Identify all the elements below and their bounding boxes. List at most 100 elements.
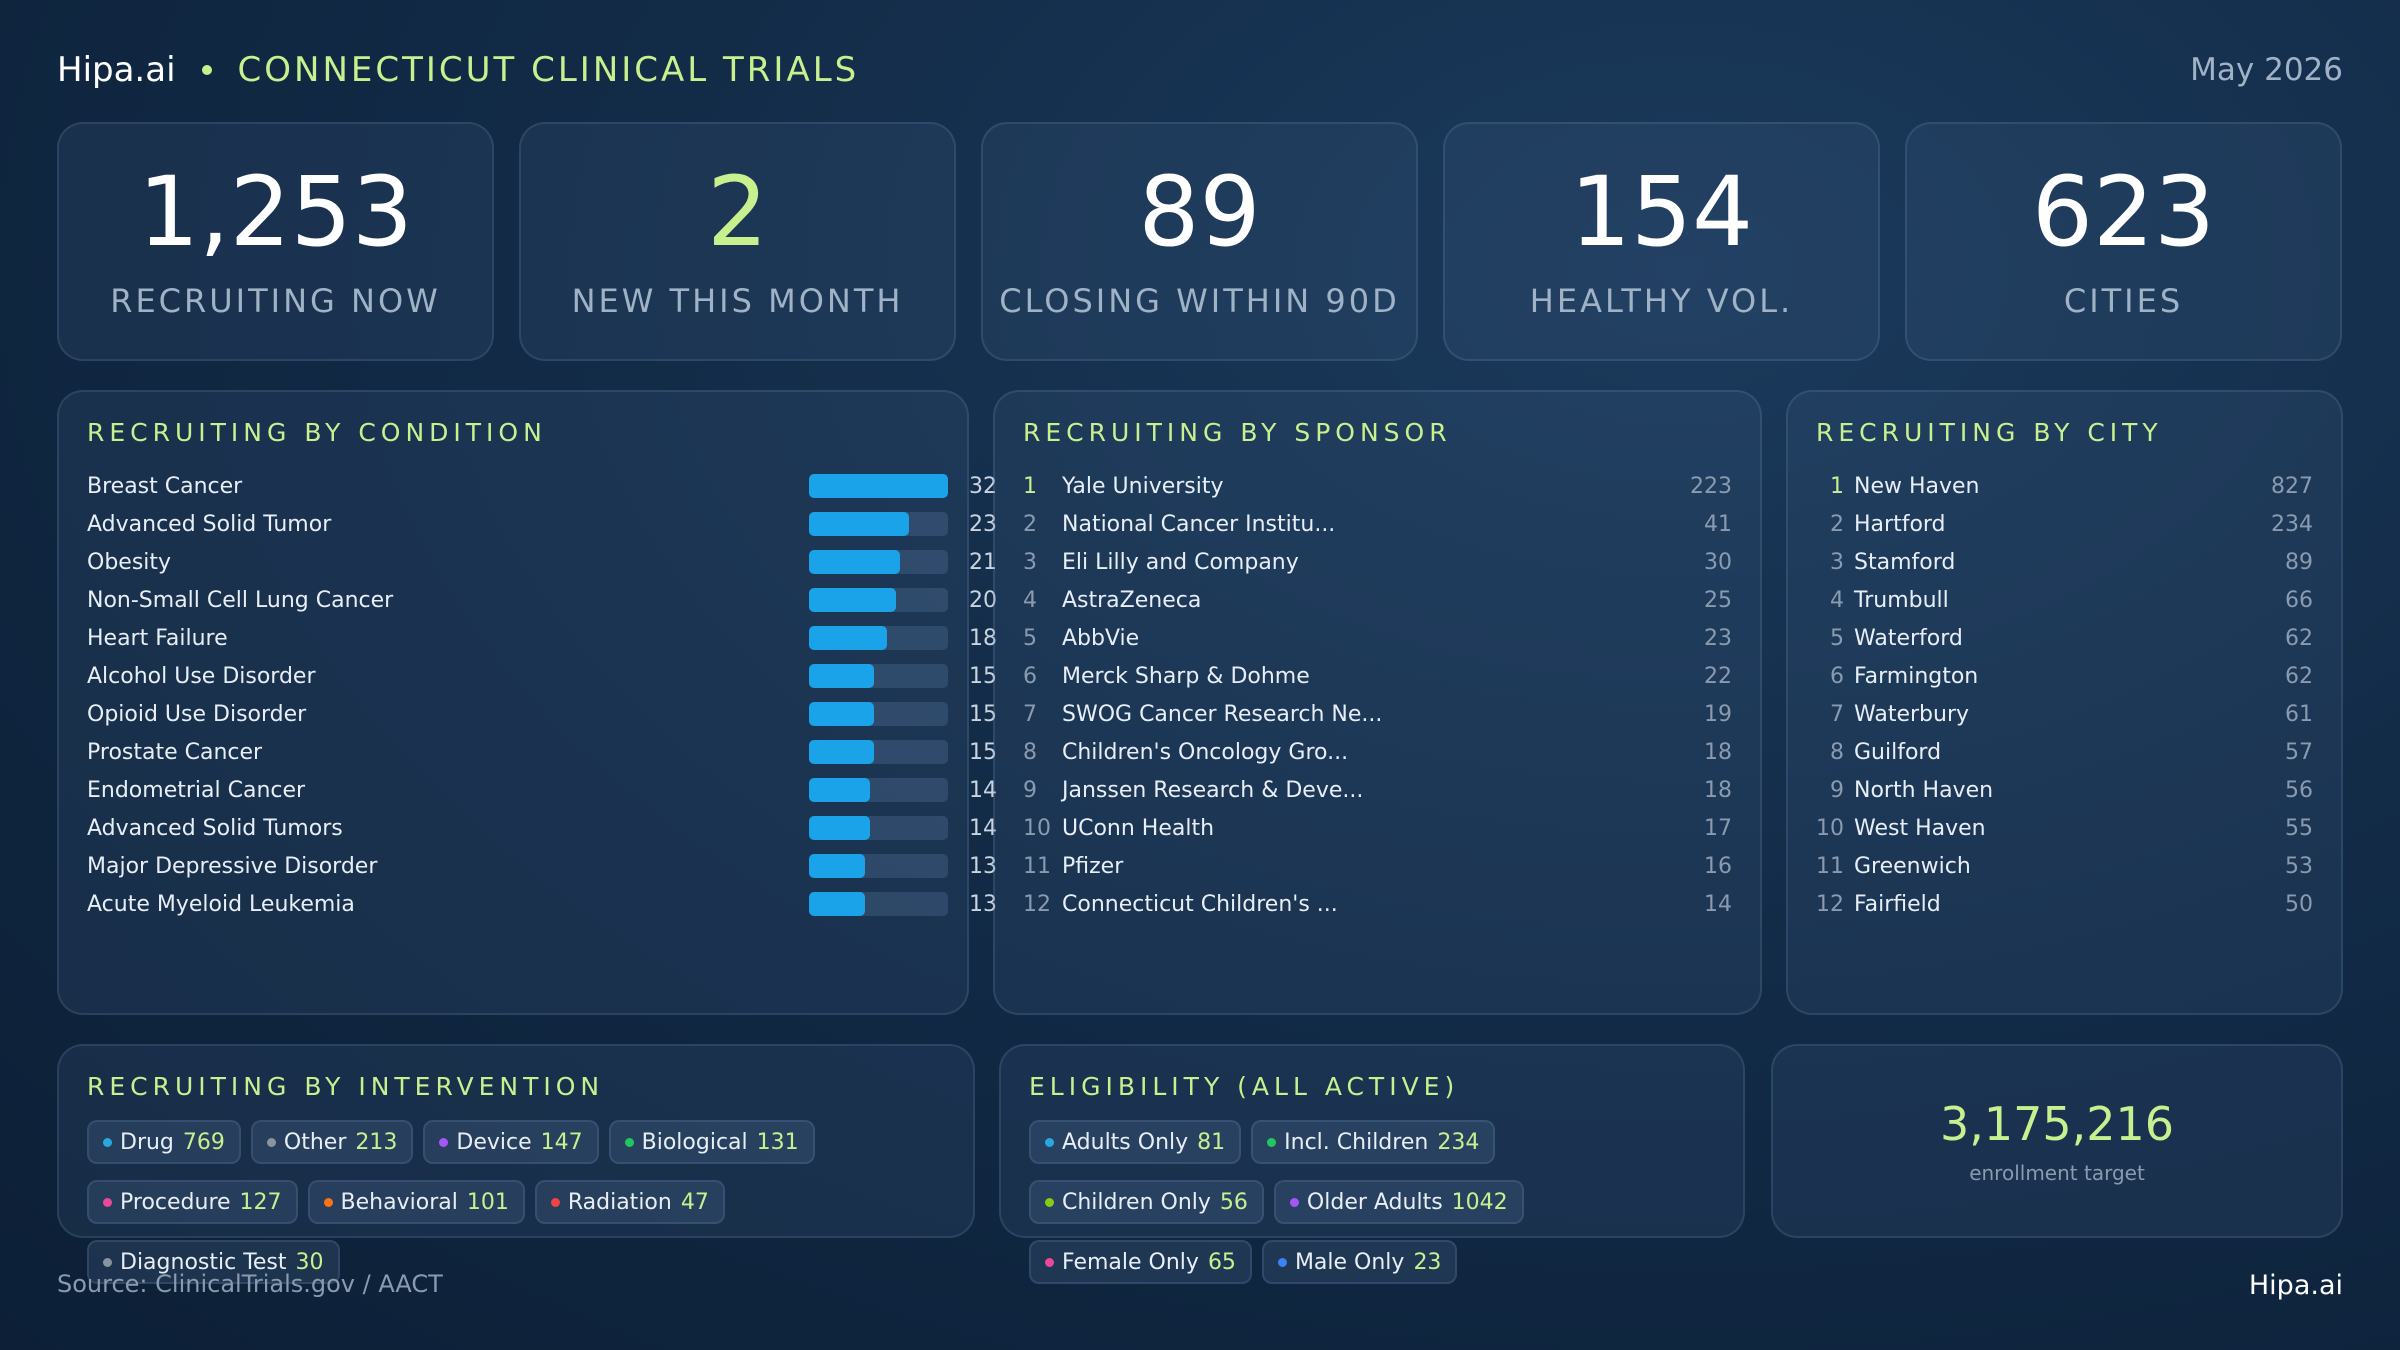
row-value: 56 [2285, 777, 2313, 803]
condition-name: Endometrial Cancer [87, 777, 306, 803]
row-name: AbbVie [1062, 625, 1140, 651]
row-value: 62 [2285, 663, 2313, 689]
chip-dot [1267, 1137, 1277, 1147]
chip: Male Only 23 [1261, 1240, 1458, 1284]
row-value: 22 [1704, 663, 1732, 689]
kpi-card: 2 NEW THIS MONTH [519, 122, 956, 361]
intervention-panel: RECRUITING BY INTERVENTION Drug 769 Other 2… [57, 1044, 975, 1284]
condition-row: Breast Cancer 32 [87, 467, 997, 505]
row-name: SWOG Cancer Research Ne... [1062, 701, 1383, 727]
condition-name: Acute Myeloid Leukemia [87, 891, 355, 917]
chip-dot [550, 1197, 560, 1207]
ranked-row: 12 Connecticut Children's ... 14 [1023, 885, 1732, 923]
row-name: Guilford [1854, 739, 1942, 765]
kpi-label: RECRUITING NOW [110, 281, 441, 320]
panel-title: RECRUITING BY CITY [1816, 418, 2163, 447]
row-name: Greenwich [1854, 853, 1971, 879]
ranked-row: 3 Eli Lilly and Company 30 [1023, 543, 1732, 581]
row-value: 14 [1704, 891, 1732, 917]
chip-name: Biological [641, 1129, 748, 1155]
chip-list: Drug 769 Other 213 Device 147 Biological 131 Pro… [87, 1120, 953, 1284]
condition-name: Non-Small Cell Lung Cancer [87, 587, 394, 613]
row-name: AstraZeneca [1062, 587, 1202, 613]
condition-row: Obesity 21 [87, 543, 997, 581]
condition-value: 23 [969, 511, 997, 537]
ranked-row: 12 Fairfield 50 [1816, 885, 2313, 923]
rank: 5 [1023, 625, 1037, 651]
chip-name: Older Adults [1306, 1189, 1443, 1215]
bar-track [809, 702, 948, 726]
chip-name: Female Only [1062, 1249, 1199, 1275]
bar [809, 588, 896, 612]
kpi-value: 623 [2031, 155, 2216, 268]
chip-dot [103, 1257, 112, 1267]
row-name: Fairfield [1854, 891, 1941, 917]
kpi-value: 2 [706, 155, 769, 268]
row-value: 16 [1704, 853, 1732, 879]
row-name: North Haven [1854, 777, 1994, 803]
kpi-label: HEALTHY VOL. [1529, 281, 1794, 320]
chip-value: 127 [239, 1189, 282, 1215]
kpi-label: NEW THIS MONTH [571, 281, 904, 320]
condition-row: Opioid Use Disorder 15 [87, 695, 997, 733]
brand: Hipa.ai [57, 50, 176, 90]
row-name: Waterbury [1854, 701, 1970, 727]
row-name: Janssen Research & Deve... [1062, 777, 1364, 803]
bar [809, 664, 875, 688]
chip: Drug 769 [87, 1120, 241, 1164]
condition-row: Advanced Solid Tumors 14 [87, 809, 997, 847]
condition-value: 13 [969, 891, 997, 917]
rank: 4 [1830, 587, 1844, 613]
separator-dot [201, 65, 212, 75]
row-value: 57 [2285, 739, 2313, 765]
chip-value: 131 [756, 1129, 799, 1155]
chip-dot [323, 1197, 333, 1207]
rank: 6 [1023, 663, 1037, 689]
chip-dot [1045, 1197, 1054, 1207]
chip-value: 147 [540, 1129, 583, 1155]
rank: 7 [1023, 701, 1037, 727]
ranked-row: 9 Janssen Research & Deve... 18 [1023, 771, 1732, 809]
condition-row: Advanced Solid Tumor 23 [87, 505, 997, 543]
eligibility-panel: ELIGIBILITY (ALL ACTIVE) Adults Only 81 In… [999, 1044, 1745, 1284]
condition-name: Advanced Solid Tumor [87, 511, 332, 537]
chip-value: 30 [295, 1249, 324, 1275]
ranked-row: 2 National Cancer Institu... 41 [1023, 505, 1732, 543]
chip-name: Adults Only [1062, 1129, 1189, 1155]
row-name: Waterford [1854, 625, 1963, 651]
row-value: 30 [1704, 549, 1732, 575]
bar-track [809, 550, 948, 574]
row-name: West Haven [1854, 815, 1986, 841]
chip-value: 65 [1207, 1249, 1236, 1275]
bar-track [809, 588, 948, 612]
bar-track [809, 474, 948, 498]
page-title: CONNECTICUT CLINICAL TRIALS [237, 50, 860, 90]
row-name: Trumbull [1854, 587, 1949, 613]
chip-value: 1042 [1451, 1189, 1508, 1215]
kpi-value: 89 [1138, 155, 1261, 268]
bar [809, 474, 948, 498]
chip-name: Male Only [1294, 1249, 1405, 1275]
condition-value: 21 [969, 549, 997, 575]
row-value: 62 [2285, 625, 2313, 651]
row-value: 18 [1704, 739, 1732, 765]
chip-dot [103, 1137, 112, 1147]
kpi-card: 623 CITIES [1905, 122, 2342, 361]
row-value: 223 [1690, 473, 1732, 499]
bar-track [809, 892, 948, 916]
row-name: Yale University [1062, 473, 1224, 499]
bar-track [809, 664, 948, 688]
condition-value: 32 [969, 473, 997, 499]
source: Source: ClinicalTrials.gov / AACT [57, 1270, 443, 1298]
panel-title: RECRUITING BY CONDITION [87, 418, 547, 447]
chip-value: 56 [1219, 1189, 1248, 1215]
condition-name: Prostate Cancer [87, 739, 263, 765]
condition-value: 20 [969, 587, 997, 613]
chip: Procedure 127 [87, 1180, 298, 1224]
ranked-row: 11 Pfizer 16 [1023, 847, 1732, 885]
condition-value: 14 [969, 815, 997, 841]
condition-value: 15 [969, 739, 997, 765]
row-value: 25 [1704, 587, 1732, 613]
rank: 12 [1023, 891, 1051, 917]
